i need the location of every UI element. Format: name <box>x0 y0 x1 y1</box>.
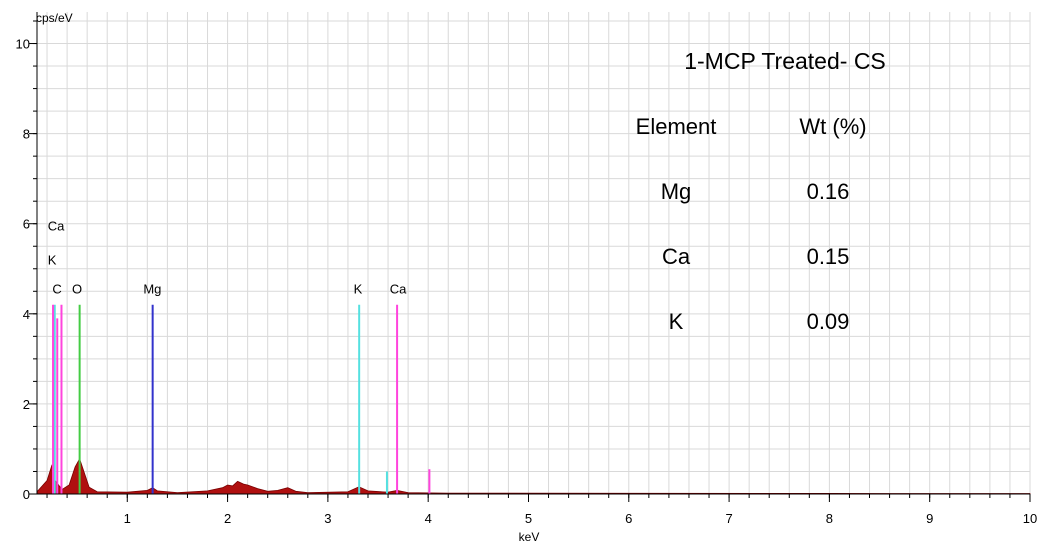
spectrum-series <box>36 457 1031 495</box>
peak-label: Mg <box>143 282 161 297</box>
x-tick-label: 7 <box>725 511 732 526</box>
table-row-element: K <box>669 309 684 334</box>
x-tick-label: 6 <box>625 511 632 526</box>
x-tick-label: 1 <box>124 511 131 526</box>
table-header-element: Element <box>636 114 717 139</box>
y-axis-label: cps/eV <box>36 11 73 25</box>
peak-lines <box>52 304 431 494</box>
chart-title: 1-MCP Treated- CS <box>684 48 886 74</box>
x-tick-label: 9 <box>926 511 933 526</box>
peak-label: C <box>52 282 61 297</box>
axes <box>36 12 1030 495</box>
peak-label: Ca <box>390 282 407 297</box>
x-tick-label: 10 <box>1023 511 1037 526</box>
y-tick-label: 10 <box>16 37 30 52</box>
peak-label: O <box>72 282 82 297</box>
table-header-wt: Wt (%) <box>799 114 866 139</box>
peak-label: K <box>48 252 57 267</box>
peak-label: Ca <box>48 218 65 233</box>
y-tick-label: 4 <box>23 307 30 322</box>
grid <box>37 12 1031 494</box>
x-tick-label: 2 <box>224 511 231 526</box>
spectrum-area <box>36 457 1031 495</box>
composition-table: Element Wt (%) Mg 0.16 Ca 0.15 K 0.09 <box>636 114 867 334</box>
x-tick-label: 4 <box>425 511 432 526</box>
y-tick-label: 2 <box>23 397 30 412</box>
table-row-value: 0.16 <box>807 179 850 204</box>
x-axis-ticks: 1 2 3 4 5 6 7 8 9 10 <box>46 494 1037 526</box>
y-axis-ticks: 0 2 4 6 8 10 <box>16 20 37 502</box>
y-tick-label: 0 <box>23 487 30 502</box>
table-row-element: Ca <box>662 244 691 269</box>
table-row-element: Mg <box>661 179 692 204</box>
y-tick-label: 6 <box>23 217 30 232</box>
x-axis-label: keV <box>519 530 540 544</box>
x-tick-label: 3 <box>324 511 331 526</box>
x-tick-label: 5 <box>525 511 532 526</box>
peak-label: K <box>354 282 363 297</box>
table-row-value: 0.15 <box>807 244 850 269</box>
x-tick-label: 8 <box>826 511 833 526</box>
y-tick-label: 8 <box>23 127 30 142</box>
table-row-value: 0.09 <box>807 309 850 334</box>
